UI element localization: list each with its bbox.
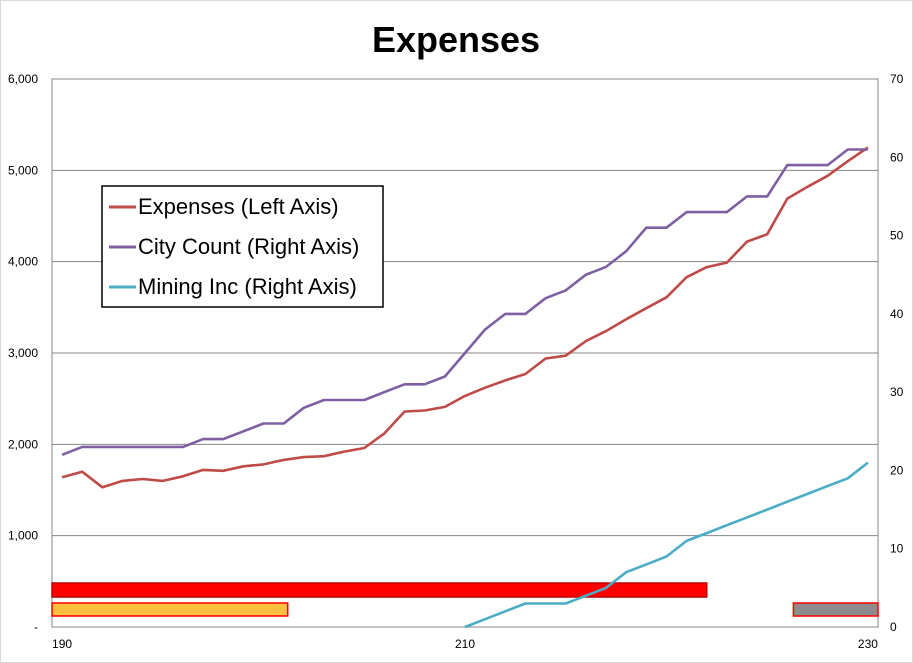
legend-label: City Count (Right Axis) <box>138 234 359 259</box>
horizontal-bars <box>51 582 879 617</box>
right-tick-label: 70 <box>890 72 904 86</box>
series-line <box>61 148 868 457</box>
x-tick-label: 230 <box>858 637 878 651</box>
chart-title: Expenses <box>372 19 540 60</box>
right-tick-label: 30 <box>890 385 904 399</box>
x-axis-ticks: 190 210 230 <box>52 637 878 651</box>
right-axis-ticks: 0 10 20 30 40 50 60 70 <box>890 72 904 634</box>
left-tick-label: 2,000 <box>8 437 38 451</box>
legend: Expenses (Left Axis) City Count (Right Ax… <box>101 185 384 308</box>
legend-label: Expenses (Left Axis) <box>138 194 339 219</box>
bar-band <box>51 582 708 598</box>
x-tick-label: 190 <box>52 637 72 651</box>
legend-box <box>101 185 384 308</box>
bar-band <box>792 602 879 617</box>
legend-label: Mining Inc (Right Axis) <box>138 274 357 299</box>
right-tick-label: 10 <box>890 542 904 556</box>
left-tick-label: 3,000 <box>8 346 38 360</box>
bar-band <box>51 602 289 617</box>
x-tick-label: 210 <box>455 637 475 651</box>
right-tick-label: 40 <box>890 307 904 321</box>
series-lines <box>61 146 869 629</box>
right-tick-label: 0 <box>890 620 897 634</box>
left-axis-ticks: - 1,000 2,000 3,000 4,000 5,000 6,000 <box>8 72 38 634</box>
left-tick-label: 5,000 <box>8 163 38 177</box>
left-tick-label: 4,000 <box>8 255 38 269</box>
left-tick-label: - <box>34 620 38 634</box>
left-tick-label: 6,000 <box>8 72 38 86</box>
right-tick-label: 60 <box>890 150 904 164</box>
series-line <box>61 146 869 489</box>
series-line <box>464 461 869 629</box>
left-tick-label: 1,000 <box>8 529 38 543</box>
right-tick-label: 20 <box>890 463 904 477</box>
right-tick-label: 50 <box>890 229 904 243</box>
